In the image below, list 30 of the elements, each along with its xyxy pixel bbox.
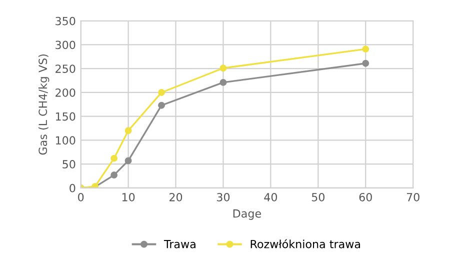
legend-label: Trawa xyxy=(164,240,196,248)
x-tick-label: 10 xyxy=(122,192,135,202)
point xyxy=(158,102,165,109)
y-tick-label: 100 xyxy=(56,136,76,145)
point xyxy=(362,46,370,53)
legend-label: Rozwłókniona trawa xyxy=(250,239,360,248)
x-tick-label: 0 xyxy=(78,192,84,202)
point xyxy=(220,64,227,72)
point xyxy=(220,78,227,86)
point xyxy=(110,172,118,179)
point xyxy=(110,154,118,162)
point xyxy=(158,88,165,96)
y-tick-label: 150 xyxy=(56,112,76,121)
point xyxy=(124,157,132,164)
x-tick-label: 60 xyxy=(359,192,372,202)
y-tick-label: 250 xyxy=(56,64,76,73)
point xyxy=(362,60,370,67)
y-tick-label: 200 xyxy=(56,88,76,97)
y-tick-label: 350 xyxy=(56,16,76,26)
point xyxy=(124,127,132,134)
y-tick-label: 50 xyxy=(62,160,76,168)
x-tick-label: 50 xyxy=(312,192,324,202)
x-tick-label: 40 xyxy=(264,192,278,202)
x-axis-title: Dage xyxy=(233,209,261,220)
x-tick-label: 20 xyxy=(169,192,182,202)
y-axis-title: Gas (L CH4/kg VS) xyxy=(38,54,50,155)
y-tick-label: 0 xyxy=(70,184,76,192)
x-tick-label: 30 xyxy=(216,192,230,202)
x-tick-label: 70 xyxy=(406,192,420,202)
y-tick-label: 300 xyxy=(56,40,76,50)
